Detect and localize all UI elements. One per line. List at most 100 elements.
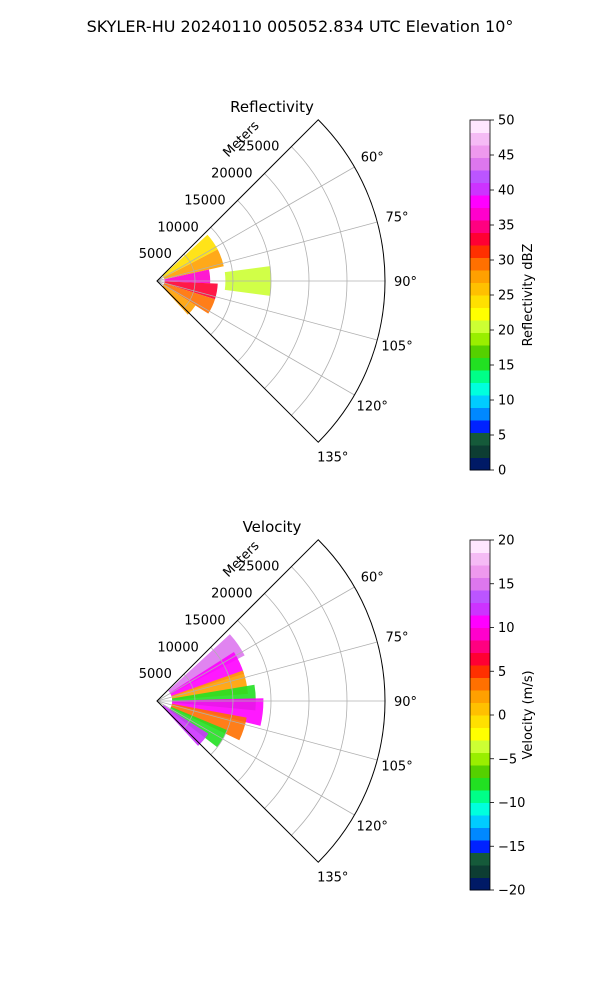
colorbar-segment [470,840,490,853]
azimuth-spokes [156,166,385,396]
colorbar-segment [470,145,490,158]
colorbar-tick-label: 30 [498,254,515,269]
colorbar-segment [470,382,490,396]
field-sector-5 [162,285,196,315]
field-sector-2 [164,269,211,284]
panel-reflectivity: 60° 75° 90° 105° 120° 135° 5000 10000 15000 20000… [139,98,536,479]
colorbar-segment [470,182,490,196]
range-tick-label: 25000 [238,560,279,575]
panel-velocity: 60° 75° 90° 105° 120° 135° 5000 10000 15000 20000… [139,518,536,899]
colorbar-label: Reflectivity dBZ [521,244,536,347]
azimuth-tick-label: 120° [357,819,388,834]
range-tick-label: 10000 [157,220,198,235]
colorbar-segment [470,602,490,616]
colorbar-segment [470,727,490,741]
range-tick-label: 5000 [139,247,172,262]
range-tick-label: 15000 [184,613,225,628]
colorbar-segment [470,790,490,803]
colorbar-segment [470,370,490,383]
field-sector-0 [162,234,218,278]
colorbar-segment [470,307,490,321]
colorbar-segment [470,132,490,146]
azimuth-tick-label: 75° [386,211,409,226]
field-sector-1 [163,249,224,280]
colorbar-segment [470,590,490,603]
colorbar-tick-label: −5 [498,752,517,767]
field-sector-7 [162,705,209,746]
radar-field [162,634,264,748]
colorbar-tick-label: 10 [498,621,515,636]
azimuth-spoke-4 [156,280,355,396]
colorbar-segment [470,320,490,333]
azimuth-tick-label: 105° [381,339,412,354]
colorbar-tick-label: 15 [498,359,515,374]
colorbar-tick-label: 45 [498,149,515,164]
colorbar-tick-label: 15 [498,577,515,592]
azimuth-spoke-3 [156,280,378,341]
colorbar-tick-label: −15 [498,840,525,855]
azimuth-tick-label: 60° [361,571,384,586]
colorbar-segment [470,627,490,641]
colorbar-segment [470,445,490,458]
colorbar-segment [470,777,490,791]
colorbar-tick-label: −20 [498,884,525,899]
colorbar-tick-label: 50 [498,114,515,129]
colorbar-tick-label: 25 [498,289,515,304]
field-sector-1 [169,651,244,697]
colorbar-segment [470,432,490,446]
colorbar-tick-label: 20 [498,324,515,339]
colorbar-segment [470,640,490,653]
colorbar-segment [470,295,490,308]
range-tick-label: 10000 [157,640,198,655]
colorbar-segment [470,170,490,183]
colorbar-segment [470,357,490,371]
range-tick-label: 20000 [211,167,252,182]
colorbar-segment [470,345,490,358]
panels: 60° 75° 90° 105° 120° 135° 5000 10000 15000 20000… [139,98,536,899]
field-sector-5 [170,703,247,741]
colorbar-segment [470,540,490,553]
azimuth-spoke-1 [156,221,378,282]
colorbar-segment [470,652,490,666]
colorbar-segment [470,615,490,628]
colorbar-segment [470,420,490,433]
colorbar-segment [470,565,490,578]
range-tick-labels: 5000 10000 15000 20000 25000 [139,560,280,682]
azimuth-tick-label: 120° [357,399,388,414]
azimuth-tick-label: 90° [394,275,417,290]
colorbar-segment [470,207,490,221]
field-sector-6 [169,706,228,748]
azimuth-spoke-3 [156,700,378,761]
colorbar-tick-label: 20 [498,534,515,549]
azimuth-tick-label: 105° [381,759,412,774]
colorbar-segment [470,220,490,233]
colorbar-segment [470,677,490,691]
azimuth-spokes [156,586,385,816]
colorbar-segment [470,690,490,703]
colorbar-segment [470,552,490,566]
colorbar-segment [470,245,490,258]
sector-frame [156,119,386,443]
colorbar-segment [470,815,490,828]
colorbar-tick-label: 35 [498,219,515,234]
colorbar-segment [470,332,490,346]
colorbar-segment [470,802,490,816]
colorbar-segment [470,752,490,766]
colorbar-tick-label: 40 [498,184,515,199]
colorbar: 0 5 10 15 20 25 30 35 40 45 50 Reflectivity dBZ [469,114,536,479]
colorbar-segment [470,195,490,208]
azimuth-tick-label: 135° [317,451,348,466]
azimuth-spoke-0 [156,586,355,702]
azimuth-spoke-1 [156,641,378,702]
colorbar-segment [470,865,490,878]
sector-frame [156,539,386,863]
range-tick-label: 15000 [184,193,225,208]
colorbar-segment [470,457,490,471]
azimuth-spoke-4 [156,700,355,816]
colorbar-segment [470,232,490,246]
colorbar-segment [470,157,490,171]
colorbar-segment [470,282,490,296]
panel-title: Velocity [243,518,302,536]
azimuth-tick-label: 60° [361,151,384,166]
colorbar-segment [470,852,490,866]
